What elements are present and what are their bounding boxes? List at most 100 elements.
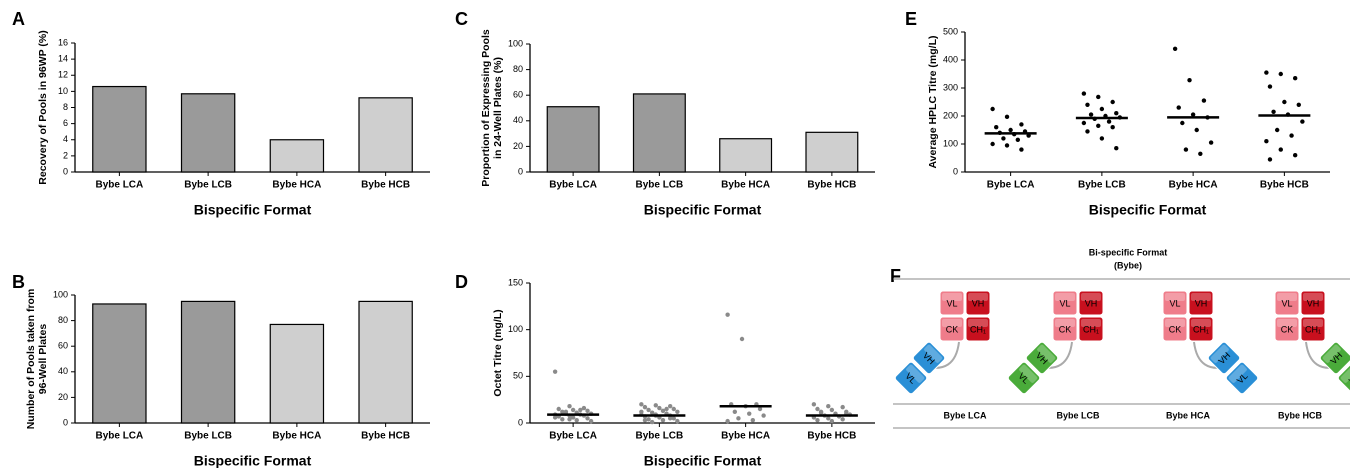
- domain-block: CK: [1052, 316, 1078, 342]
- data-point: [653, 403, 658, 408]
- data-point: [826, 404, 831, 409]
- data-point: [1004, 114, 1010, 120]
- domain-face: [1052, 290, 1078, 316]
- data-point: [1267, 84, 1273, 89]
- domain-block: VH: [1078, 290, 1104, 316]
- panel-label: C: [455, 9, 468, 29]
- domain-label: CK: [1169, 324, 1182, 334]
- data-point: [1001, 136, 1006, 141]
- x-tick-label: Bybe LCB: [1078, 180, 1126, 191]
- data-point: [585, 408, 590, 414]
- domain-label: VH: [1307, 298, 1320, 308]
- y-tick-label: 0: [953, 166, 958, 176]
- x-tick-label: Bybe HCA: [272, 431, 321, 442]
- data-point: [1278, 71, 1283, 77]
- domain-shine: [1322, 344, 1341, 363]
- data-point: [642, 418, 648, 423]
- domain-label: CH₁: [1305, 324, 1321, 334]
- data-point: [1264, 139, 1269, 144]
- domain-block: CK: [939, 316, 965, 342]
- bar: [180, 93, 236, 173]
- data-point: [570, 407, 576, 413]
- bar: [92, 303, 147, 424]
- domain-label: CK: [1281, 324, 1294, 334]
- y-tick-label: 100: [508, 38, 523, 48]
- domain-block: VL: [894, 361, 928, 395]
- data-point: [642, 404, 648, 410]
- data-point: [649, 419, 655, 425]
- x-tick-label: Bybe HCA: [1169, 180, 1218, 191]
- domain-block: VL: [939, 290, 965, 316]
- y-tick-label: 20: [513, 141, 523, 151]
- domain-label: VL: [1169, 298, 1180, 308]
- format-label: Bybe HCB: [1278, 410, 1323, 420]
- x-tick-label: Bybe HCA: [272, 180, 321, 191]
- x-tick-label: Bybe HCB: [361, 180, 410, 191]
- domain-face: [1052, 316, 1078, 342]
- data-point: [994, 125, 999, 130]
- data-point: [1008, 127, 1013, 133]
- x-tick-label: Bybe HCB: [807, 431, 856, 442]
- y-tick-label: 0: [518, 166, 523, 176]
- data-point: [1106, 119, 1112, 124]
- y-axis-label: in 24-Well Plates (%): [492, 57, 504, 159]
- x-tick-label: Bybe LCB: [184, 431, 232, 442]
- x-tick-label: Bybe HCA: [721, 431, 770, 442]
- domain-face: [1188, 316, 1214, 342]
- domain-block: VH: [1207, 341, 1241, 375]
- x-tick-label: Bybe LCA: [987, 180, 1035, 191]
- data-point: [1019, 122, 1024, 127]
- y-tick-label: 12: [58, 70, 68, 80]
- data-point: [761, 413, 766, 418]
- domain-block: VL: [1162, 290, 1188, 316]
- y-tick-label: 2: [63, 150, 68, 160]
- bar: [269, 139, 325, 173]
- domain-block: VL: [1225, 361, 1259, 395]
- domain-block: CH₁: [1188, 316, 1214, 342]
- domain-block: CH₁: [1300, 316, 1326, 342]
- data-point: [649, 410, 655, 415]
- y-tick-label: 50: [513, 371, 523, 381]
- domain-block: VH: [1188, 290, 1214, 316]
- data-point: [826, 416, 831, 421]
- data-point: [1172, 46, 1178, 51]
- data-point: [725, 312, 730, 317]
- data-point: [1292, 153, 1298, 158]
- domain-face: [1207, 341, 1241, 375]
- domain-shine: [906, 364, 925, 383]
- domain-shine: [1210, 344, 1229, 363]
- domain-shine: [1303, 319, 1323, 327]
- domain-face: [965, 290, 991, 316]
- data-point: [840, 404, 845, 410]
- data-point: [1114, 146, 1119, 151]
- data-point: [1110, 125, 1115, 130]
- y-axis-label: Average HPLC Titre (mg/L): [927, 35, 939, 168]
- data-point: [829, 407, 835, 413]
- data-point: [588, 418, 594, 424]
- y-tick-label: 400: [943, 54, 958, 64]
- data-point: [818, 409, 824, 414]
- data-point: [560, 409, 565, 414]
- data-point: [552, 415, 558, 420]
- y-tick-label: 16: [58, 37, 68, 47]
- data-point: [990, 106, 995, 112]
- x-axis-label: Bispecific Format: [644, 202, 762, 218]
- domain-label: VL: [1347, 371, 1350, 386]
- x-tick-label: Bybe HCB: [361, 431, 410, 442]
- y-tick-label: 100: [943, 138, 958, 148]
- bar: [358, 300, 413, 424]
- x-axis-label: Bispecific Format: [1089, 202, 1207, 218]
- data-point: [1004, 143, 1010, 148]
- data-point: [1085, 102, 1090, 108]
- domain-face: [939, 290, 965, 316]
- data-point: [1201, 98, 1207, 103]
- data-point: [1081, 91, 1087, 96]
- domain-label: VH: [1085, 298, 1098, 308]
- data-point: [660, 418, 666, 423]
- format-label: Bybe HCA: [1166, 410, 1211, 420]
- data-point: [657, 405, 662, 411]
- data-point: [811, 402, 817, 407]
- data-point: [750, 418, 756, 423]
- domain-label: VL: [1059, 298, 1070, 308]
